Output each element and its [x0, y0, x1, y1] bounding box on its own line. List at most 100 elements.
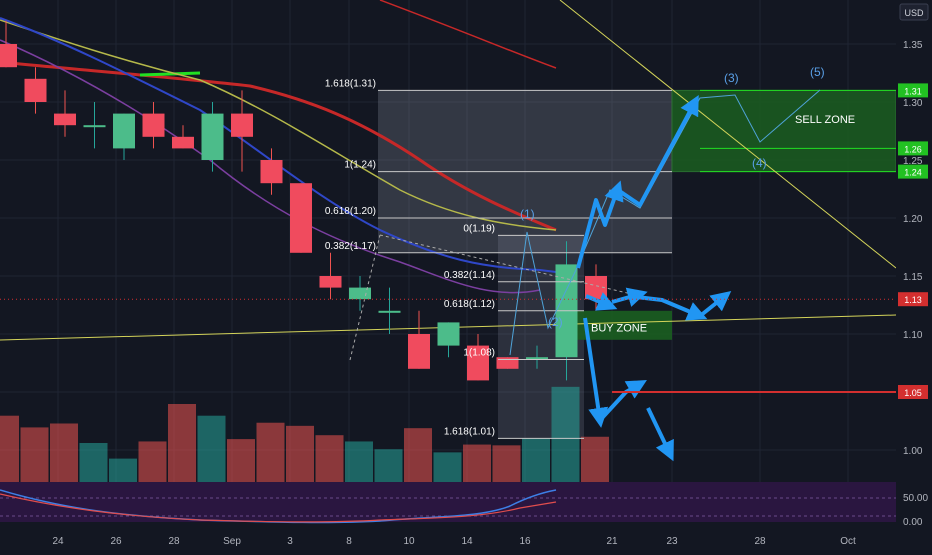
price-tick: 1.00	[903, 446, 923, 457]
candle-body	[319, 276, 342, 288]
time-tick: 24	[52, 536, 64, 547]
volume-bar	[286, 425, 314, 482]
volume-bar	[551, 386, 580, 482]
price-tick: 1.20	[903, 214, 923, 225]
forecast-arrow	[576, 180, 624, 269]
volume-bar	[168, 404, 196, 482]
price-tag-box	[898, 141, 928, 156]
candle-body	[113, 113, 135, 149]
price-tag-label: 1.26	[904, 144, 922, 154]
wave-label-4: (4)	[752, 156, 767, 170]
ma-olive	[0, 19, 557, 231]
candle-body	[378, 310, 401, 313]
moving-averages	[0, 0, 897, 341]
time-axis-background	[0, 527, 932, 550]
price-tick: 1.15	[903, 272, 923, 283]
volume-bar	[20, 427, 49, 482]
volume-bar	[463, 444, 491, 482]
elliott-wave-path	[509, 89, 821, 356]
sell-zone-box	[671, 89, 897, 173]
ma-purple	[0, 39, 541, 294]
annotations: (1) (2) (3) (4) (5)	[0, 65, 896, 462]
volume-bar	[138, 441, 167, 482]
time-tick: 8	[346, 536, 352, 547]
osc-tick: 0.00	[903, 517, 923, 528]
forecast-arrow	[616, 94, 699, 207]
price-tag-label: 1.31	[904, 86, 922, 96]
volume-bar	[109, 458, 137, 482]
candle-body	[496, 357, 519, 369]
osc-background	[0, 482, 896, 522]
wave-label-5: (5)	[810, 65, 825, 79]
time-tick: 3	[287, 536, 293, 547]
time-tick: 16	[519, 536, 531, 547]
forecast-arrow	[585, 292, 618, 311]
candle-body	[467, 345, 489, 381]
sell-zone-label: SELL ZONE	[795, 114, 855, 126]
fib-level-label: 0.382(1.17)	[325, 241, 376, 252]
fib-level-label: 0.618(1.20)	[325, 206, 376, 217]
candle-body	[54, 113, 76, 126]
price-tag-label: 1.13	[904, 295, 922, 305]
currency-badge	[899, 3, 929, 21]
candle-body	[83, 125, 106, 128]
wave-label-2: (2)	[548, 315, 563, 329]
price-tick: 1.35	[903, 40, 923, 51]
price-tick: 1.30	[903, 98, 923, 109]
fib-level-label: 0.382(1.14)	[444, 270, 495, 281]
price-tick: 1.10	[903, 330, 923, 341]
price-axis: USD 1.35 1.30 1.25 1.20 1.15 1.10 1.05 1.00 50.00…	[896, 0, 932, 550]
fib-level-label: 1(1.08)	[463, 348, 495, 359]
volume-bars	[0, 386, 609, 482]
wave-label-3: (3)	[724, 71, 739, 85]
time-tick: 28	[754, 536, 766, 547]
candles[interactable]	[0, 20, 607, 381]
forecast-arrow	[646, 407, 674, 462]
fib-level-label: 1(1.24)	[344, 160, 376, 171]
wave-label-1: (1)	[520, 207, 535, 221]
price-tick: 1.25	[903, 156, 923, 167]
time-tick: 23	[666, 536, 678, 547]
fib-level-label: 0.618(1.12)	[444, 299, 495, 310]
volume-bar	[345, 441, 373, 482]
fibonacci-levels: 1.618(1.31) 1(1.24) 0.618(1.20) 0.382(1.17)…	[325, 78, 672, 439]
time-tick: 10	[403, 536, 415, 547]
volume-bar	[374, 449, 403, 482]
ma-blue	[0, 17, 557, 273]
forecast-arrow	[583, 317, 609, 428]
candle-body	[526, 357, 548, 360]
time-tick: 26	[110, 536, 122, 547]
volume-bar	[79, 443, 108, 482]
fib-level-label: 1.618(1.01)	[444, 426, 495, 437]
candle-body	[142, 113, 165, 137]
volume-bar	[315, 435, 344, 482]
fibonacci-boxes	[378, 90, 672, 439]
volume-bar	[227, 439, 255, 482]
volume-bar	[492, 445, 521, 482]
time-tick: 28	[168, 536, 180, 547]
volume-bar	[522, 438, 550, 482]
ma-red-thick	[0, 60, 557, 232]
volume-bar	[197, 415, 226, 482]
buy-zone-label: BUY ZONE	[591, 323, 647, 335]
price-tag-box	[898, 292, 928, 307]
time-tick: Sep	[223, 536, 241, 547]
candle-body	[231, 113, 253, 137]
ma-green-segment	[139, 71, 201, 77]
volume-bar	[256, 422, 285, 482]
candle-body	[437, 322, 460, 346]
fib-level-label: 0(1.19)	[463, 223, 495, 234]
forecast-arrow	[627, 294, 708, 321]
price-tag-box	[898, 385, 928, 399]
dashed-line	[379, 234, 641, 297]
candle-body	[408, 334, 430, 369]
oscillator-panel	[0, 482, 896, 524]
price-tag-box	[898, 83, 928, 98]
time-tick: 21	[606, 536, 618, 547]
candle-body	[0, 44, 17, 68]
volume-bar	[581, 436, 609, 482]
candle-body	[260, 160, 283, 184]
currency-label: USD	[904, 8, 924, 18]
